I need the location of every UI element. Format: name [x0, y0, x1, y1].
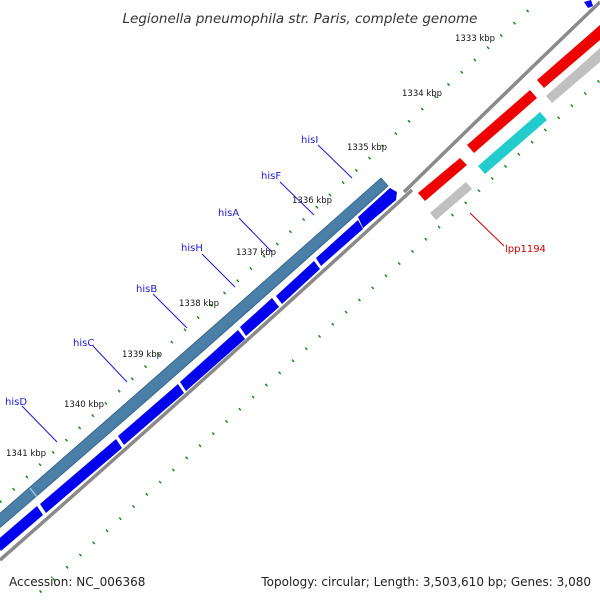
backbone-right [402, 0, 600, 194]
tick-labels: 1333 kbp 1334 kbp 1335 kbp 1336 kbp 1337… [6, 34, 495, 459]
gene-label-hisH: hisH [181, 243, 203, 254]
cds-arrow-hisA [276, 261, 320, 304]
gene-labels: hisI hisF hisA hisH hisB hisC hisD lpp11… [5, 135, 546, 443]
gene-label-hisA: hisA [218, 208, 239, 219]
tick-label: 1340 kbp [64, 400, 104, 410]
tick-label: 1339 kbp [122, 350, 162, 360]
cds-arrow-hisF [316, 220, 363, 266]
tick-label: 1337 kbp [236, 248, 276, 258]
rna-feature-1 [418, 158, 467, 201]
leader-line [152, 293, 188, 329]
gene-label-hisD: hisD [5, 397, 27, 408]
tick-label: 1334 kbp [402, 89, 442, 99]
grey-feature-1 [430, 182, 472, 220]
tick-label: 1341 kbp [6, 449, 46, 459]
tick-label: 1336 kbp [292, 196, 332, 206]
accession-label: Accession: NC_006368 [9, 575, 145, 589]
leader-line [201, 253, 236, 288]
summary-label: Topology: circular; Length: 3,503,610 bp… [260, 575, 591, 589]
cds-arrow-top-right [584, 0, 593, 8]
tick-label: 1333 kbp [455, 34, 495, 44]
backbone-left [0, 188, 414, 562]
leader-line [469, 212, 505, 247]
rna-feature-3 [537, 25, 600, 88]
tick-label: 1338 kbp [179, 299, 219, 309]
cds-arrow-hisC [118, 384, 184, 445]
cds-arrow-hisI [358, 188, 397, 228]
gene-label-lpp1194: lpp1194 [505, 244, 546, 255]
grey-feature-2 [546, 48, 600, 103]
operon-feature [0, 177, 389, 529]
gene-label-hisI: hisI [301, 135, 318, 146]
gene-label-hisB: hisB [136, 284, 157, 295]
map-title: Legionella pneumophila str. Paris, compl… [123, 11, 478, 27]
right-tracks [402, 0, 600, 220]
gene-label-hisC: hisC [73, 338, 94, 349]
operon-divider [29, 487, 38, 498]
rna-feature-2 [467, 90, 537, 153]
cds-arrow-hisD [40, 439, 122, 513]
tick-row-inner [38, 78, 600, 594]
leader-line [279, 181, 315, 216]
leader-line [21, 405, 58, 443]
gene-label-hisF: hisF [261, 171, 281, 182]
cds-arrow-hisH [240, 298, 279, 336]
cds-arrow-hisB [180, 330, 245, 391]
teal-feature [478, 112, 547, 174]
cds-arrow-left-edge [0, 506, 43, 551]
left-tracks [0, 3, 600, 594]
tick-label: 1335 kbp [347, 143, 387, 153]
leader-line [92, 345, 128, 383]
leader-line [238, 217, 273, 253]
leader-line [317, 144, 353, 179]
